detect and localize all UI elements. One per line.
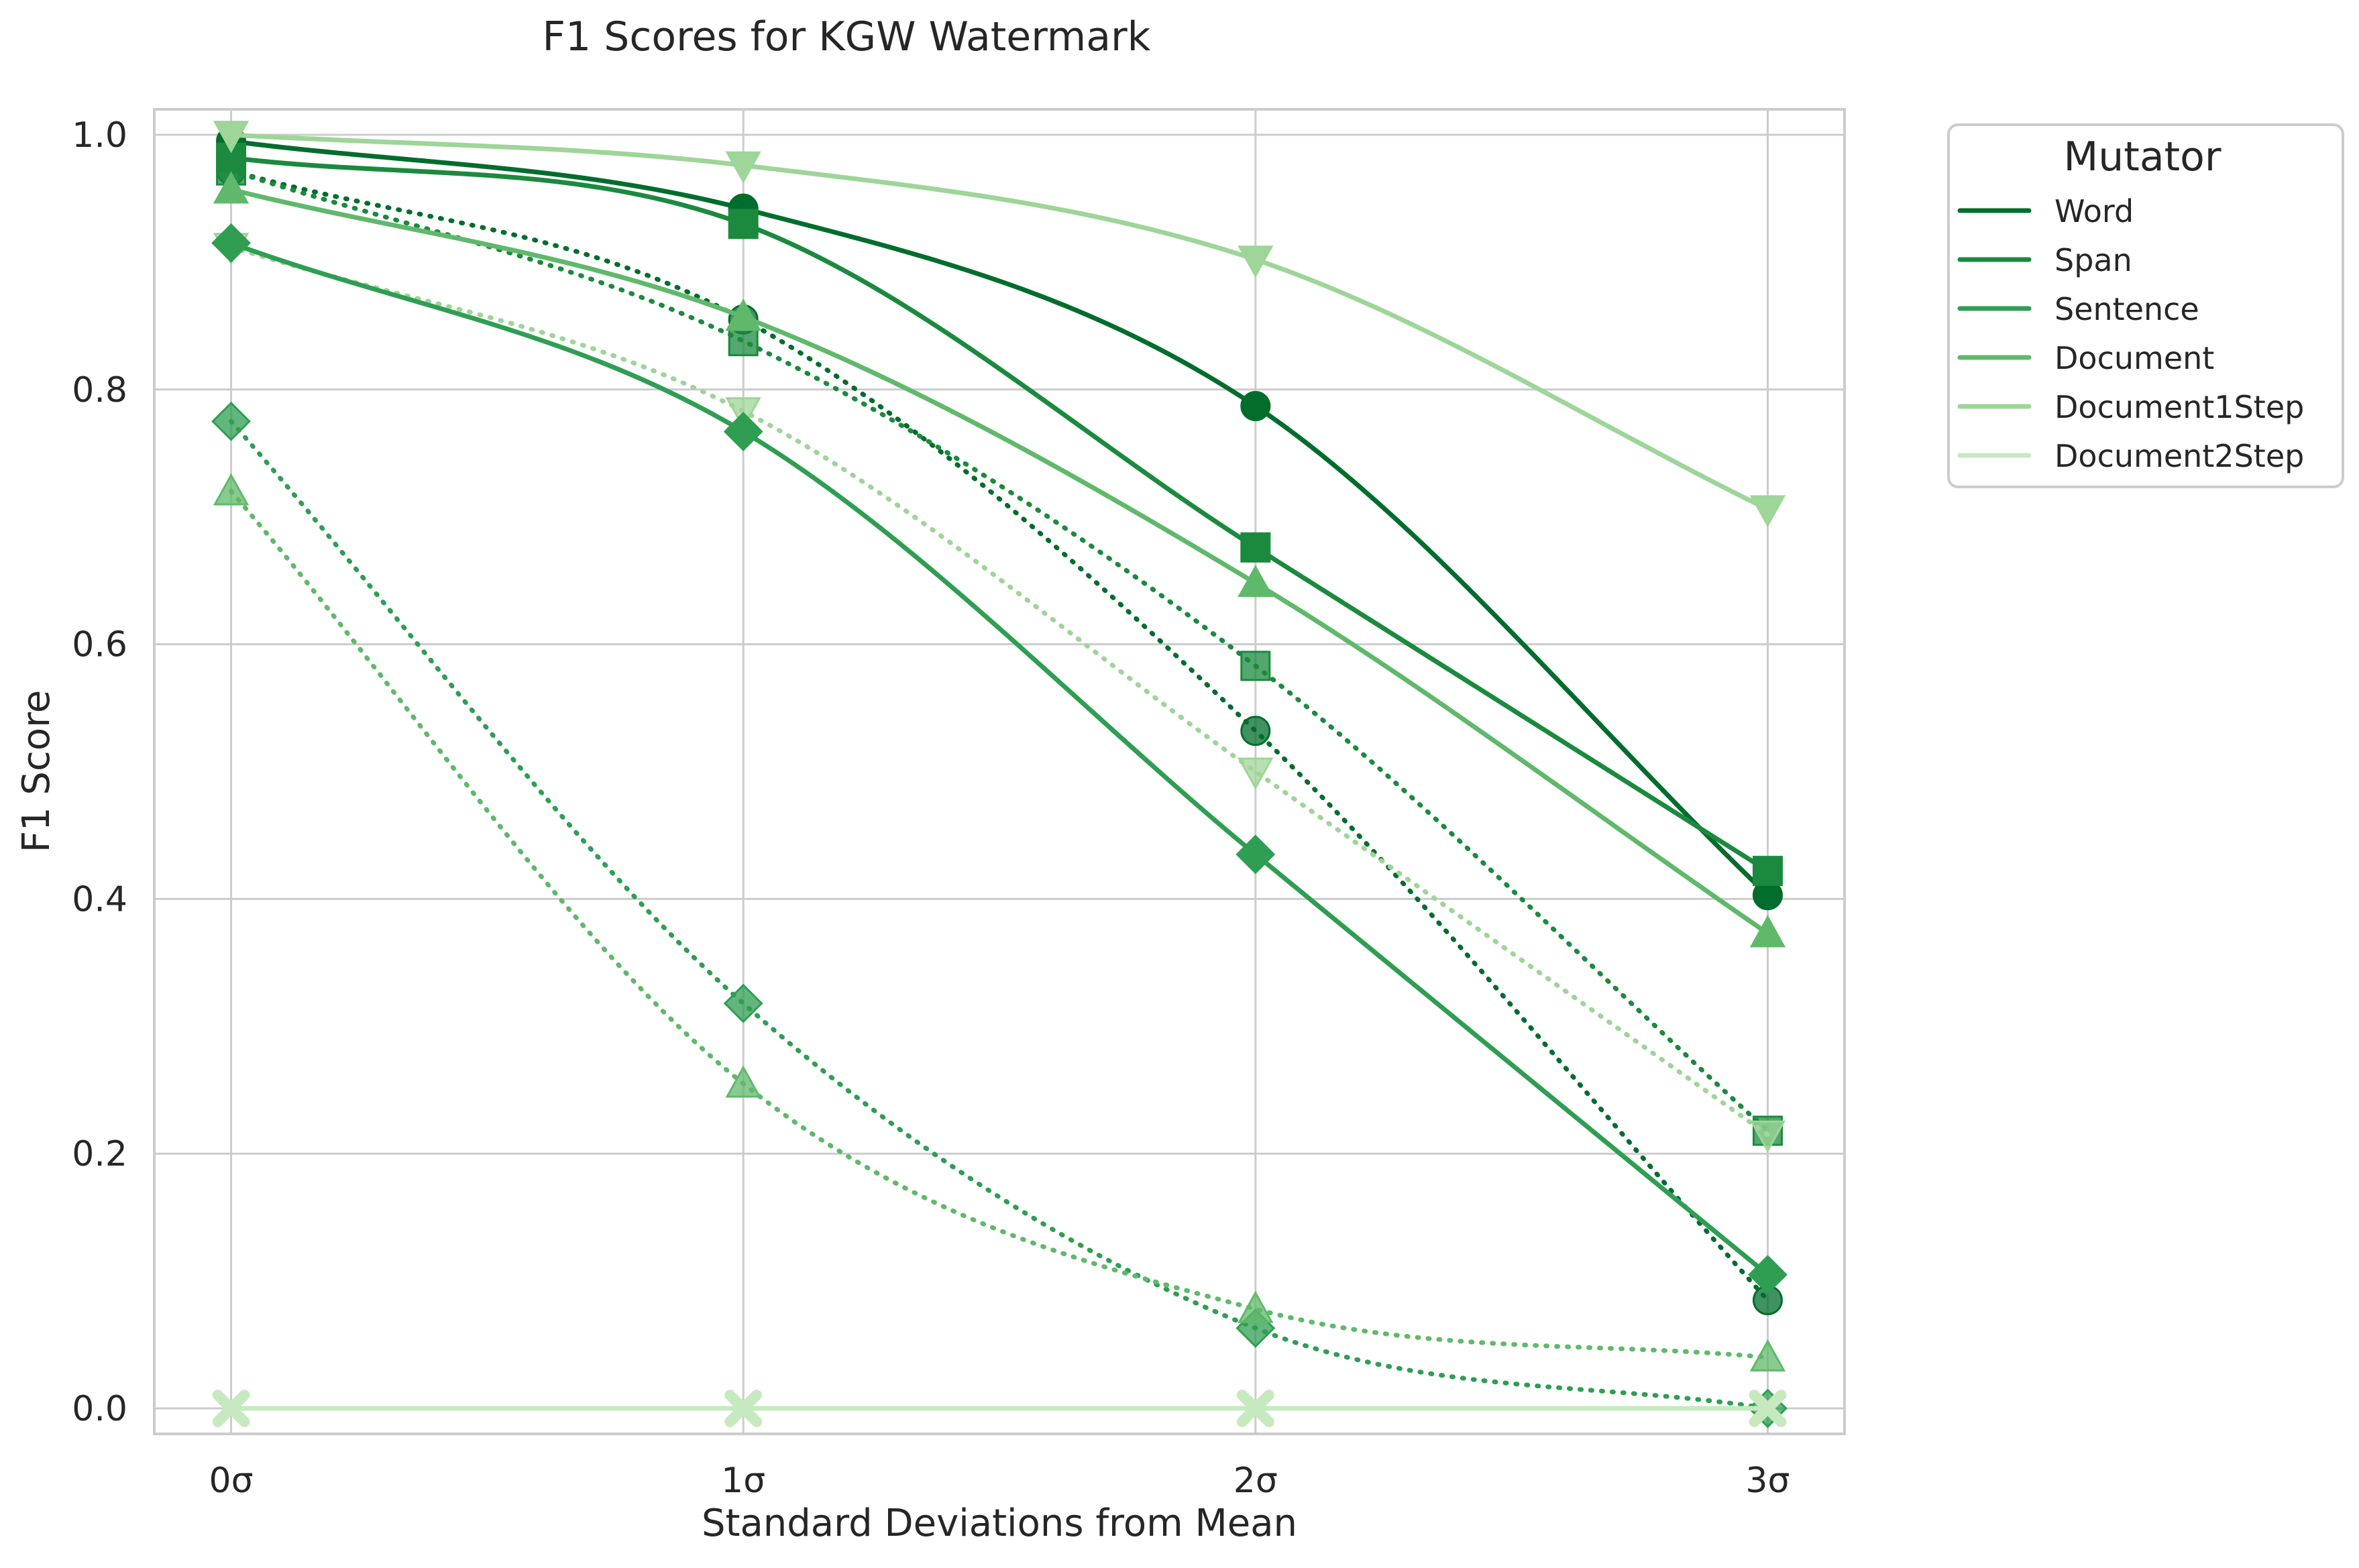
series-layer	[211, 121, 1788, 1429]
y-tick-label: 1.0	[72, 115, 127, 156]
data-point	[725, 298, 761, 331]
plot-frame	[153, 108, 1846, 1435]
data-point	[725, 1065, 761, 1098]
data-point	[213, 171, 250, 204]
series-span-solid	[216, 142, 1783, 887]
data-point	[1240, 532, 1271, 563]
chart-title: F1 Scores for KGW Watermark	[543, 13, 1151, 60]
series-line	[229, 489, 1770, 1360]
x-tick-label: 3σ	[1745, 1461, 1790, 1501]
legend-title: Mutator	[2064, 133, 2221, 180]
data-point	[1240, 651, 1271, 681]
data-point	[213, 473, 250, 506]
legend-item: Sentence	[1957, 291, 2199, 327]
x-tick-label: 2σ	[1233, 1461, 1278, 1501]
series-sentence-solid	[211, 223, 1788, 1295]
data-point	[1748, 1255, 1788, 1295]
y-tick-label: 0.6	[72, 625, 127, 665]
legend-label: Document2Step	[2054, 438, 2304, 474]
data-point	[1749, 1390, 1787, 1427]
legend-item: Span	[1957, 242, 2132, 278]
data-point	[1238, 245, 1274, 278]
series-line	[229, 155, 1770, 874]
data-point	[1238, 757, 1274, 790]
data-point	[724, 1390, 763, 1427]
series-document-solid	[213, 171, 1786, 948]
legend-frame	[1947, 123, 2344, 488]
legend-item: Document2Step	[1957, 438, 2304, 474]
series-line	[229, 244, 1770, 1137]
data-point	[1749, 1339, 1786, 1371]
series-unlabeled-dotted	[213, 473, 1786, 1371]
series-line	[229, 240, 1770, 1278]
series-document1step-solid	[213, 121, 1786, 528]
series-line	[229, 138, 1770, 898]
data-point	[1749, 915, 1786, 948]
legend-label: Document	[2054, 340, 2214, 376]
y-tick-label: 0.4	[72, 879, 127, 919]
data-point	[725, 151, 761, 184]
legend-item: Word	[1957, 193, 2134, 229]
series-line	[229, 187, 1770, 936]
series-line	[229, 168, 1770, 1303]
legend-item: Document1Step	[1957, 389, 2304, 425]
data-point	[1749, 495, 1786, 528]
legend-label: Word	[2054, 193, 2134, 229]
tick-labels: 0σ 1σ 2σ 3σ 0.0 0.2 0.4 0.6 0.8 1.0	[72, 115, 1790, 1501]
series-line	[229, 132, 1770, 512]
x-axis-label: Standard Deviations from Mean	[702, 1502, 1297, 1545]
data-point	[1240, 716, 1271, 746]
series-document2step-solid	[212, 1390, 1787, 1427]
data-point	[211, 401, 251, 441]
y-tick-label: 0.0	[72, 1389, 127, 1429]
data-point	[1238, 1290, 1274, 1323]
data-point	[1238, 565, 1274, 598]
y-tick-label: 0.8	[72, 370, 127, 410]
data-point	[1240, 390, 1271, 421]
data-point	[213, 121, 250, 154]
data-point	[723, 412, 763, 451]
data-point	[212, 1390, 250, 1427]
legend-label: Sentence	[2054, 291, 2199, 327]
data-point	[728, 209, 759, 239]
y-tick-label: 0.2	[72, 1134, 127, 1174]
legend: Mutator Word Span Sentence Document Document…	[1947, 123, 2344, 488]
legend-item: Document	[1957, 340, 2214, 376]
y-axis-label: F1 Score	[15, 690, 58, 852]
data-point	[1236, 1390, 1274, 1427]
x-tick-label: 1σ	[721, 1461, 765, 1501]
legend-label: Span	[2054, 242, 2132, 278]
data-point	[728, 326, 759, 357]
x-tick-label: 0σ	[209, 1461, 254, 1501]
data-point	[211, 223, 251, 263]
data-point	[1752, 856, 1783, 887]
legend-items: Word Span Sentence Document Document1Step Doc…	[1957, 193, 2304, 474]
legend-label: Document1Step	[2054, 389, 2304, 425]
data-point	[1749, 1120, 1786, 1153]
data-point	[1236, 834, 1276, 875]
data-point	[723, 983, 763, 1023]
